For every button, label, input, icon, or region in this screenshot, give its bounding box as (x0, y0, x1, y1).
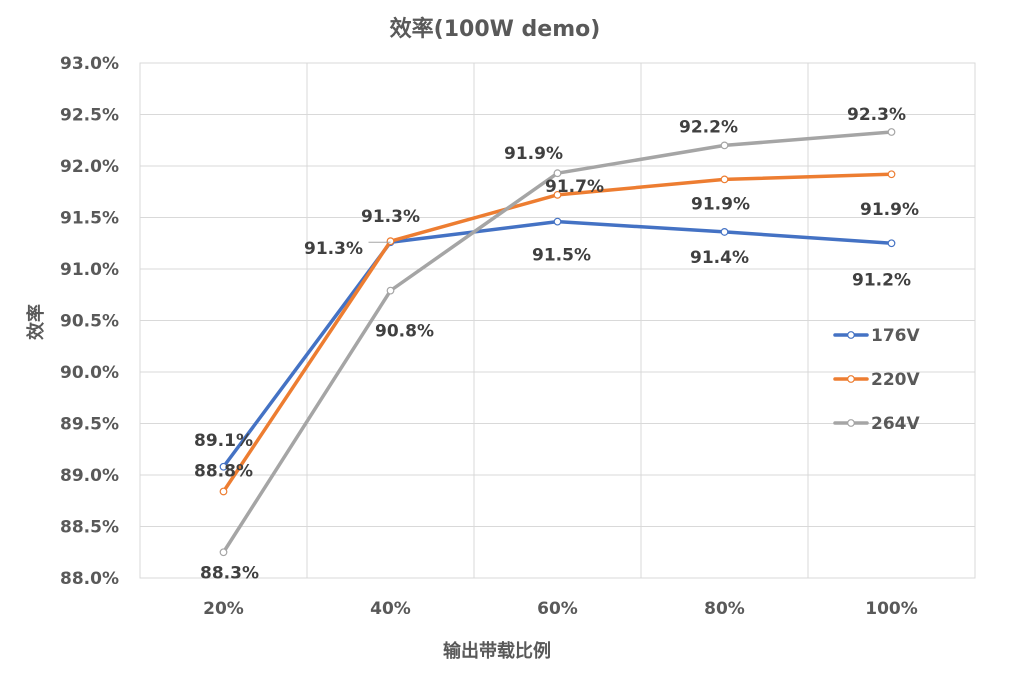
y-axis-label: 效率 (25, 304, 47, 340)
x-tick-label: 60% (537, 599, 578, 619)
data-point (720, 141, 729, 150)
axis-ticks: 93.0% 92.5% 92.0% 91.5% 91.0% 90.5% 90.0% 89.5%… (60, 54, 918, 619)
data-point (887, 239, 896, 248)
x-tick-label: 80% (704, 599, 745, 619)
series-264V (219, 128, 896, 557)
data-label: 90.8% (375, 322, 434, 342)
data-label: 92.3% (847, 105, 906, 125)
data-point (219, 548, 228, 557)
y-tick-label: 92.0% (60, 157, 119, 177)
data-point (887, 170, 896, 179)
y-tick-label: 91.0% (60, 260, 119, 280)
legend-item-264V: 264V (833, 414, 920, 434)
legend-item-176V: 176V (833, 326, 920, 346)
data-point (386, 286, 395, 295)
y-tick-label: 93.0% (60, 54, 119, 74)
data-label: 91.7% (545, 177, 604, 197)
data-label: 88.3% (200, 563, 259, 583)
chart-title: 效率(100W demo) (390, 16, 601, 42)
data-label: 91.4% (690, 248, 749, 268)
legend-label: 264V (871, 414, 920, 434)
grid (139, 62, 976, 579)
series-220V (219, 170, 896, 496)
data-label: 91.9% (504, 144, 563, 164)
data-label: 91.2% (852, 270, 911, 290)
data-point (386, 237, 395, 246)
data-label: 91.9% (691, 194, 750, 214)
y-tick-label: 89.0% (60, 466, 119, 486)
data-point (553, 190, 562, 199)
y-tick-label: 91.5% (60, 209, 119, 229)
legend-swatch-marker (847, 331, 855, 339)
y-tick-label: 92.5% (60, 106, 119, 126)
data-point (219, 462, 228, 471)
data-label: 88.8% (194, 461, 253, 481)
data-point (219, 487, 228, 496)
x-axis-label: 输出带载比例 (443, 640, 551, 662)
data-label: 91.9% (860, 200, 919, 220)
y-tick-label: 89.5% (60, 415, 119, 435)
data-point (720, 228, 729, 236)
legend-label: 220V (871, 370, 920, 390)
y-tick-label: 90.5% (60, 312, 119, 332)
data-label: 91.3% (361, 207, 420, 227)
x-tick-label: 20% (203, 599, 244, 619)
data-labels: 89.1% 91.3% 91.5% 91.4% 91.2% 88.8% 91.3% 91.7%… (194, 105, 919, 583)
data-point (553, 217, 562, 226)
x-tick-label: 100% (865, 599, 918, 619)
series-layer (219, 128, 896, 557)
legend-swatch-marker (847, 375, 855, 383)
data-label: 92.2% (679, 117, 738, 137)
data-point (553, 169, 562, 178)
data-point (887, 128, 896, 136)
y-tick-label: 90.0% (60, 363, 119, 383)
y-tick-label: 88.5% (60, 518, 119, 538)
data-label: 89.1% (194, 431, 253, 451)
data-label: 91.5% (532, 246, 591, 266)
data-point (720, 175, 729, 184)
legend: 176V 220V 264V (833, 326, 920, 434)
data-label: 91.3% (304, 239, 363, 259)
legend-label: 176V (871, 326, 920, 346)
x-tick-label: 40% (370, 599, 411, 619)
legend-swatch-marker (847, 419, 855, 427)
y-tick-label: 88.0% (60, 569, 119, 589)
legend-item-220V: 220V (833, 370, 920, 390)
